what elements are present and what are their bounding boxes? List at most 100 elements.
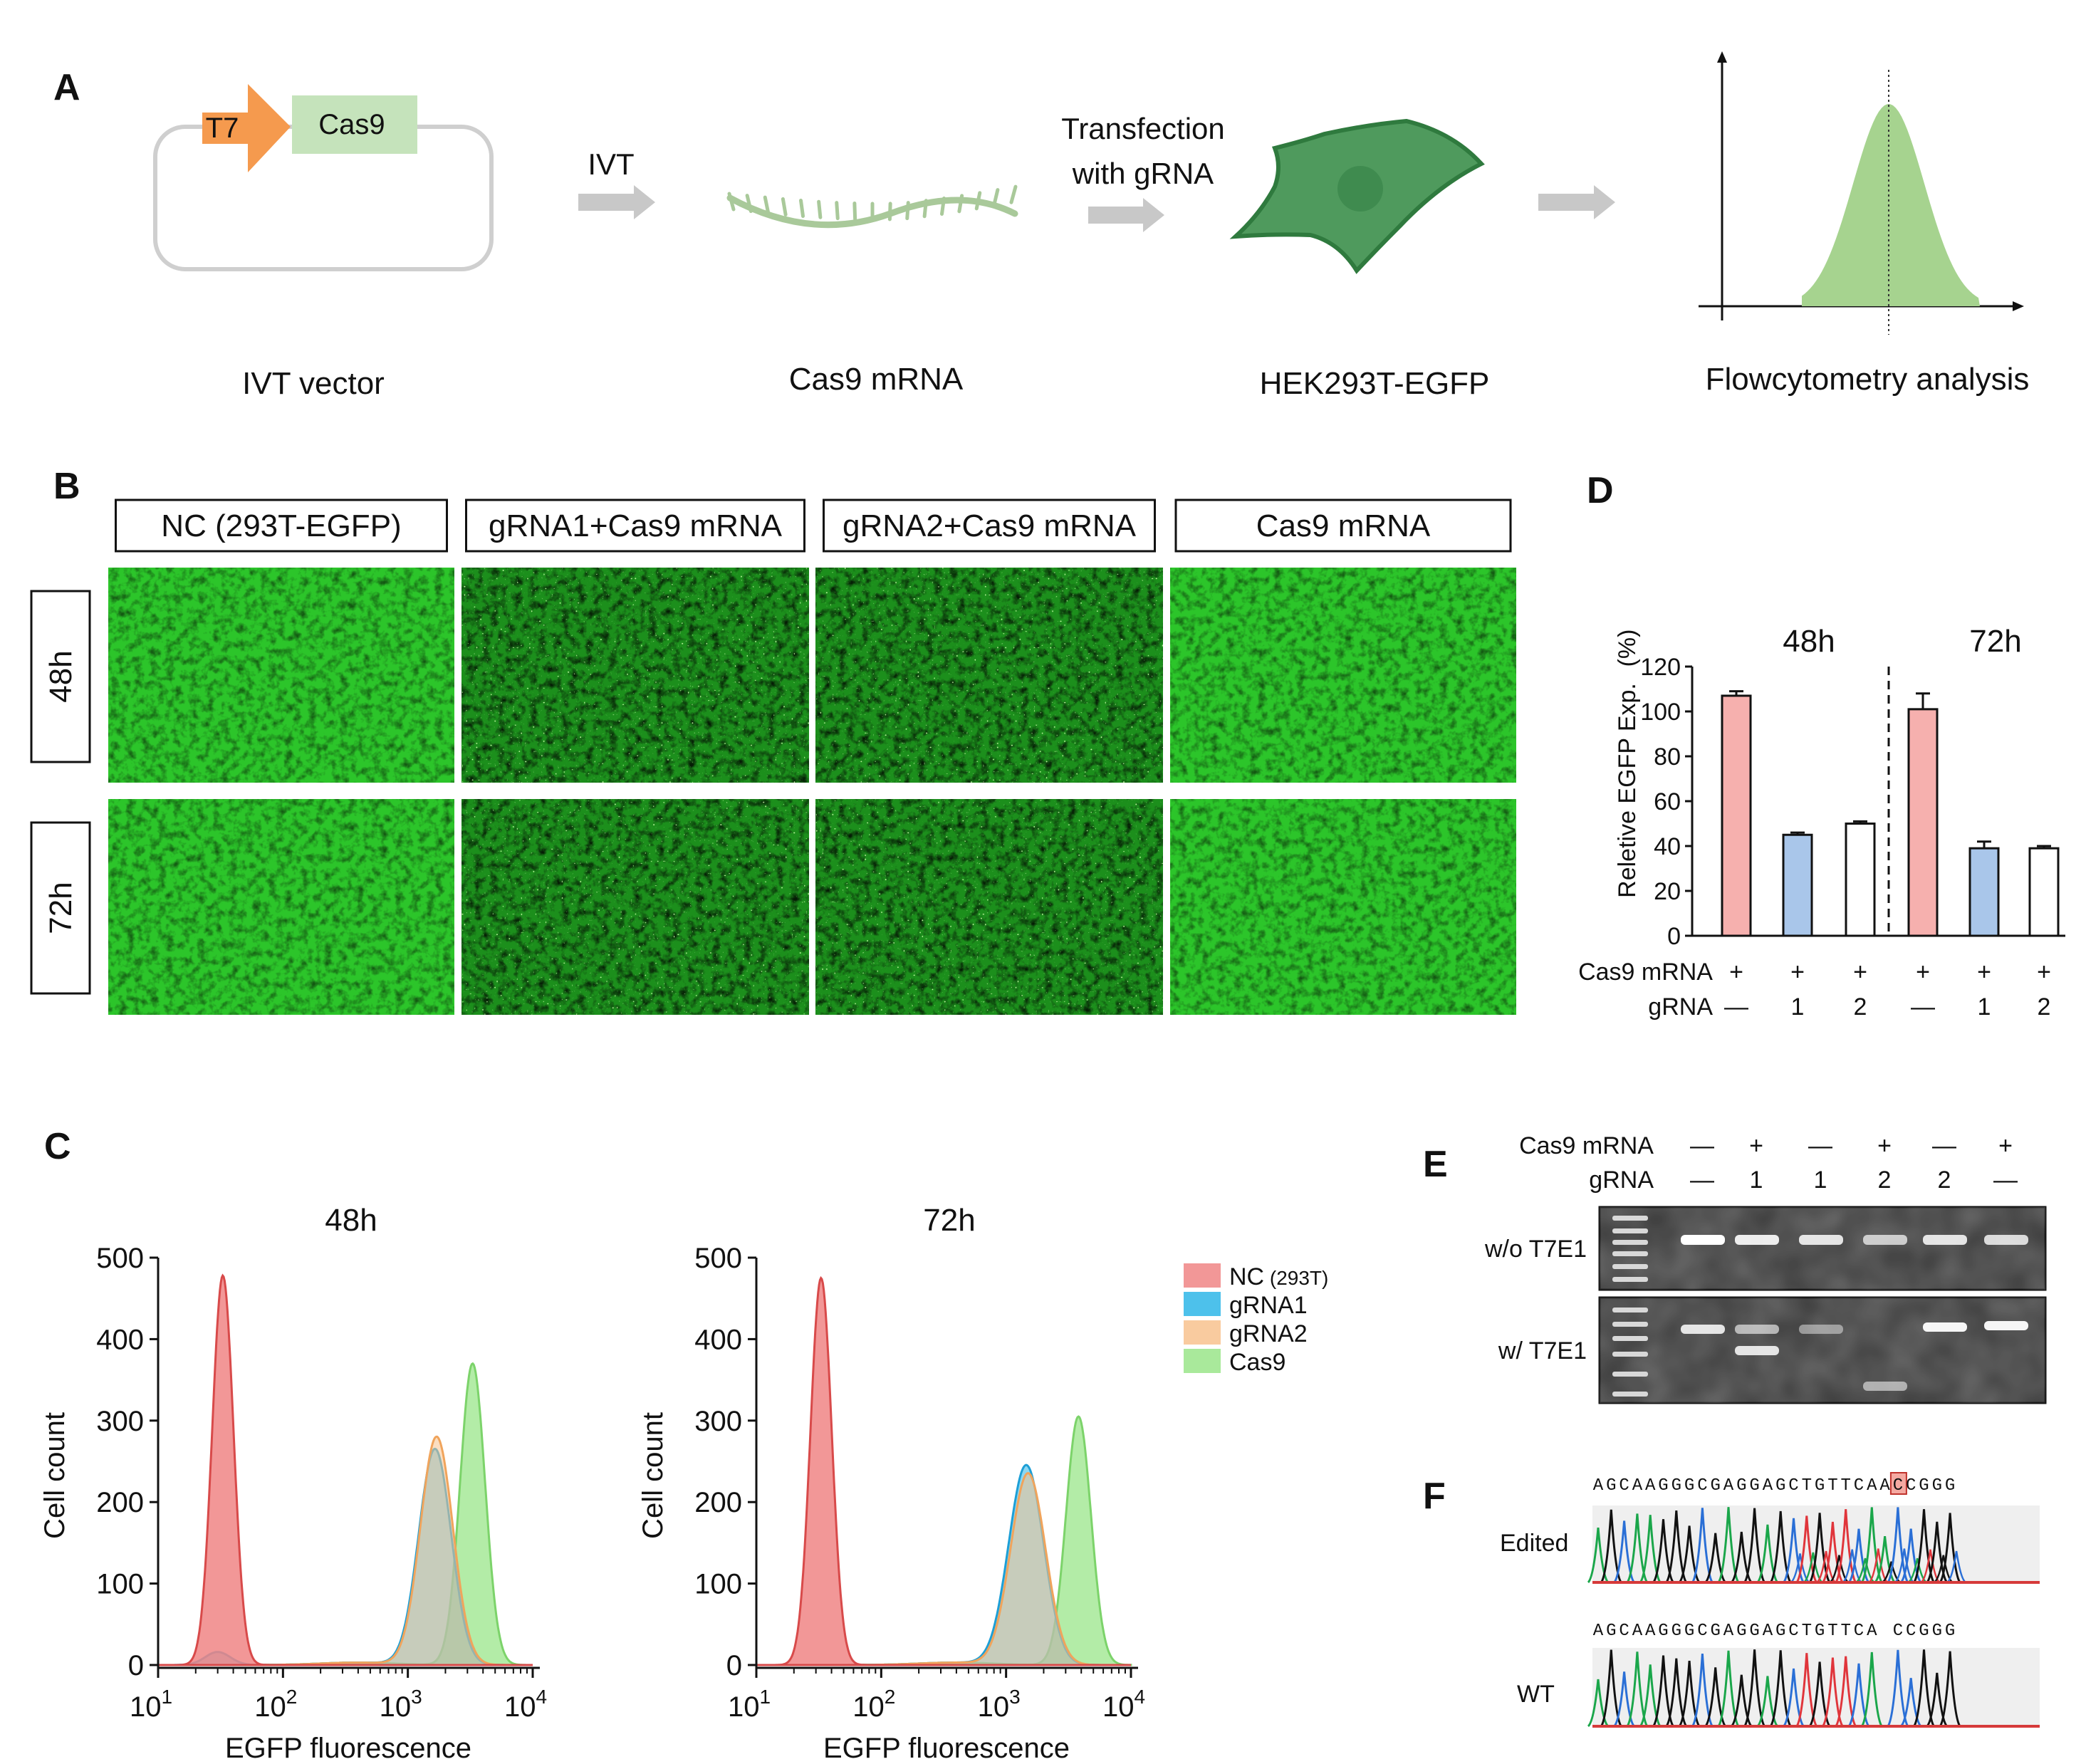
- gel-band: [1735, 1346, 1779, 1355]
- trace-secondary-peak: [1946, 1550, 1966, 1584]
- sequence-base: G: [1606, 1476, 1616, 1496]
- e-lane-cas9: +: [1749, 1132, 1763, 1159]
- panel-f-letter: F: [1423, 1476, 1446, 1517]
- sequence-base: C: [1906, 1476, 1916, 1496]
- micrograph-texture: [108, 568, 454, 783]
- gel-ladder-band: [1612, 1372, 1648, 1377]
- sequence-base: G: [1684, 1622, 1694, 1641]
- histogram-NC: [756, 1275, 1131, 1666]
- c-x-tick-base: 10: [504, 1691, 536, 1723]
- gel-band: [1923, 1235, 1967, 1245]
- sequence-base: G: [1932, 1622, 1942, 1641]
- c-y-tick-label: 100: [96, 1569, 144, 1600]
- c-x-tick-label: 103: [380, 1686, 422, 1723]
- row-header-box: [30, 590, 91, 763]
- d-cas9-sign: +: [1729, 959, 1743, 986]
- sequence-base: C: [1893, 1476, 1903, 1496]
- transfection-label-line2: with gRNA: [1072, 157, 1214, 190]
- column-header-box: [465, 499, 805, 553]
- sequence-base: G: [1658, 1622, 1668, 1641]
- cas9-gene-label: Cas9: [318, 109, 385, 140]
- c-y-tick-label: 300: [96, 1406, 144, 1437]
- gel-band: [1863, 1235, 1907, 1245]
- panel-e-letter: E: [1423, 1144, 1448, 1185]
- d-grna-sign: —: [1911, 993, 1935, 1021]
- e-lane-cas9: —: [1690, 1132, 1714, 1159]
- micrograph-bright-spots: [815, 568, 1163, 783]
- legend-label: NC (293T): [1229, 1263, 1328, 1290]
- d-cas9-sign: +: [1790, 959, 1805, 986]
- c-x-tick-label: 102: [852, 1686, 895, 1723]
- e-lane-grna: 1: [1814, 1167, 1827, 1194]
- mrna-tick: [727, 192, 736, 212]
- micrograph-texture: [1170, 799, 1516, 1015]
- d-y-axis-unit: (%): [1614, 630, 1641, 667]
- c-y-tick-label: 100: [694, 1569, 742, 1600]
- gel-ladder-band: [1612, 1264, 1648, 1269]
- sequence-base: C: [1854, 1476, 1864, 1496]
- d-row-label-grna: gRNA: [1648, 993, 1713, 1021]
- mrna-tick: [781, 197, 788, 216]
- sequence-base: A: [1879, 1476, 1890, 1496]
- d-grna-sign: 2: [1854, 993, 1867, 1021]
- column-header-label: Cas9 mRNA: [1256, 508, 1431, 543]
- sequence-base: G: [1684, 1476, 1694, 1496]
- column-header-label: NC (293T-EGFP): [161, 508, 401, 543]
- gel-texture: [1600, 1298, 2045, 1403]
- trace-peak-G: [1939, 1513, 1961, 1583]
- row-header-label: 48h: [43, 650, 78, 702]
- micrograph-texture: [108, 799, 454, 1015]
- trace-secondary-peak: [1868, 1548, 1889, 1584]
- c-x-tick-base: 10: [978, 1691, 1010, 1723]
- trace-peak-G: [1731, 1674, 1753, 1728]
- c-y-axis-label: Cell count: [637, 1412, 669, 1539]
- label-cas9-mrna: Cas9 mRNA: [789, 362, 964, 397]
- legend-swatch-gRNA1: [1184, 1292, 1221, 1316]
- c-y-tick-label: 500: [694, 1243, 742, 1274]
- panel-d-letter: D: [1587, 470, 1614, 511]
- c-y-tick-label: 200: [96, 1487, 144, 1518]
- label-ivt-vector: IVT vector: [242, 366, 385, 401]
- d-y-tick-label: 120: [1640, 654, 1681, 681]
- transfection-label-line1: Transfection: [1061, 112, 1225, 145]
- c-y-tick-label: 400: [96, 1324, 144, 1355]
- column-header-label: gRNA2+Cas9 mRNA: [843, 508, 1137, 543]
- column-header-box: [823, 499, 1156, 553]
- c-x-tick-label: 102: [254, 1686, 297, 1723]
- sequence-base: T: [1827, 1476, 1837, 1496]
- sequence-base: G: [1919, 1622, 1929, 1641]
- f-label-wt: WT: [1517, 1681, 1555, 1708]
- sequence-base: T: [1802, 1622, 1812, 1641]
- trace-shading: [1592, 1648, 2040, 1726]
- ivt-arrow: [578, 185, 655, 219]
- histogram-NC: [158, 1273, 533, 1666]
- legend-label-text: gRNA1: [1229, 1292, 1308, 1319]
- c-y-tick-label: 0: [726, 1650, 742, 1681]
- legend-label-text: gRNA2: [1229, 1320, 1308, 1347]
- gel-band: [1681, 1235, 1725, 1245]
- sequence-base: G: [1671, 1476, 1681, 1496]
- micrograph-bright-spots: [815, 799, 1163, 1015]
- micrograph-bright-spots: [461, 799, 809, 1015]
- c-x-tick-label: 103: [978, 1686, 1021, 1723]
- c-y-tick-label: 300: [694, 1406, 742, 1437]
- legend-label-sub: (293T): [1264, 1267, 1328, 1289]
- t7-label: T7: [206, 113, 239, 144]
- gel-band: [1984, 1321, 2028, 1330]
- gel-label: w/ T7E1: [1498, 1337, 1587, 1364]
- legend-label: gRNA1: [1229, 1292, 1308, 1319]
- trace-peak-G: [1939, 1651, 1961, 1727]
- micrograph: [815, 799, 1163, 1015]
- sequence-base: A: [1723, 1476, 1734, 1496]
- mrna-tick: [745, 194, 753, 214]
- mrna-tick: [905, 201, 910, 221]
- sequence-base: A: [1763, 1476, 1773, 1496]
- sequence-base: A: [1632, 1476, 1643, 1496]
- mrna-tick: [922, 199, 928, 219]
- d-bar: [1907, 708, 1939, 937]
